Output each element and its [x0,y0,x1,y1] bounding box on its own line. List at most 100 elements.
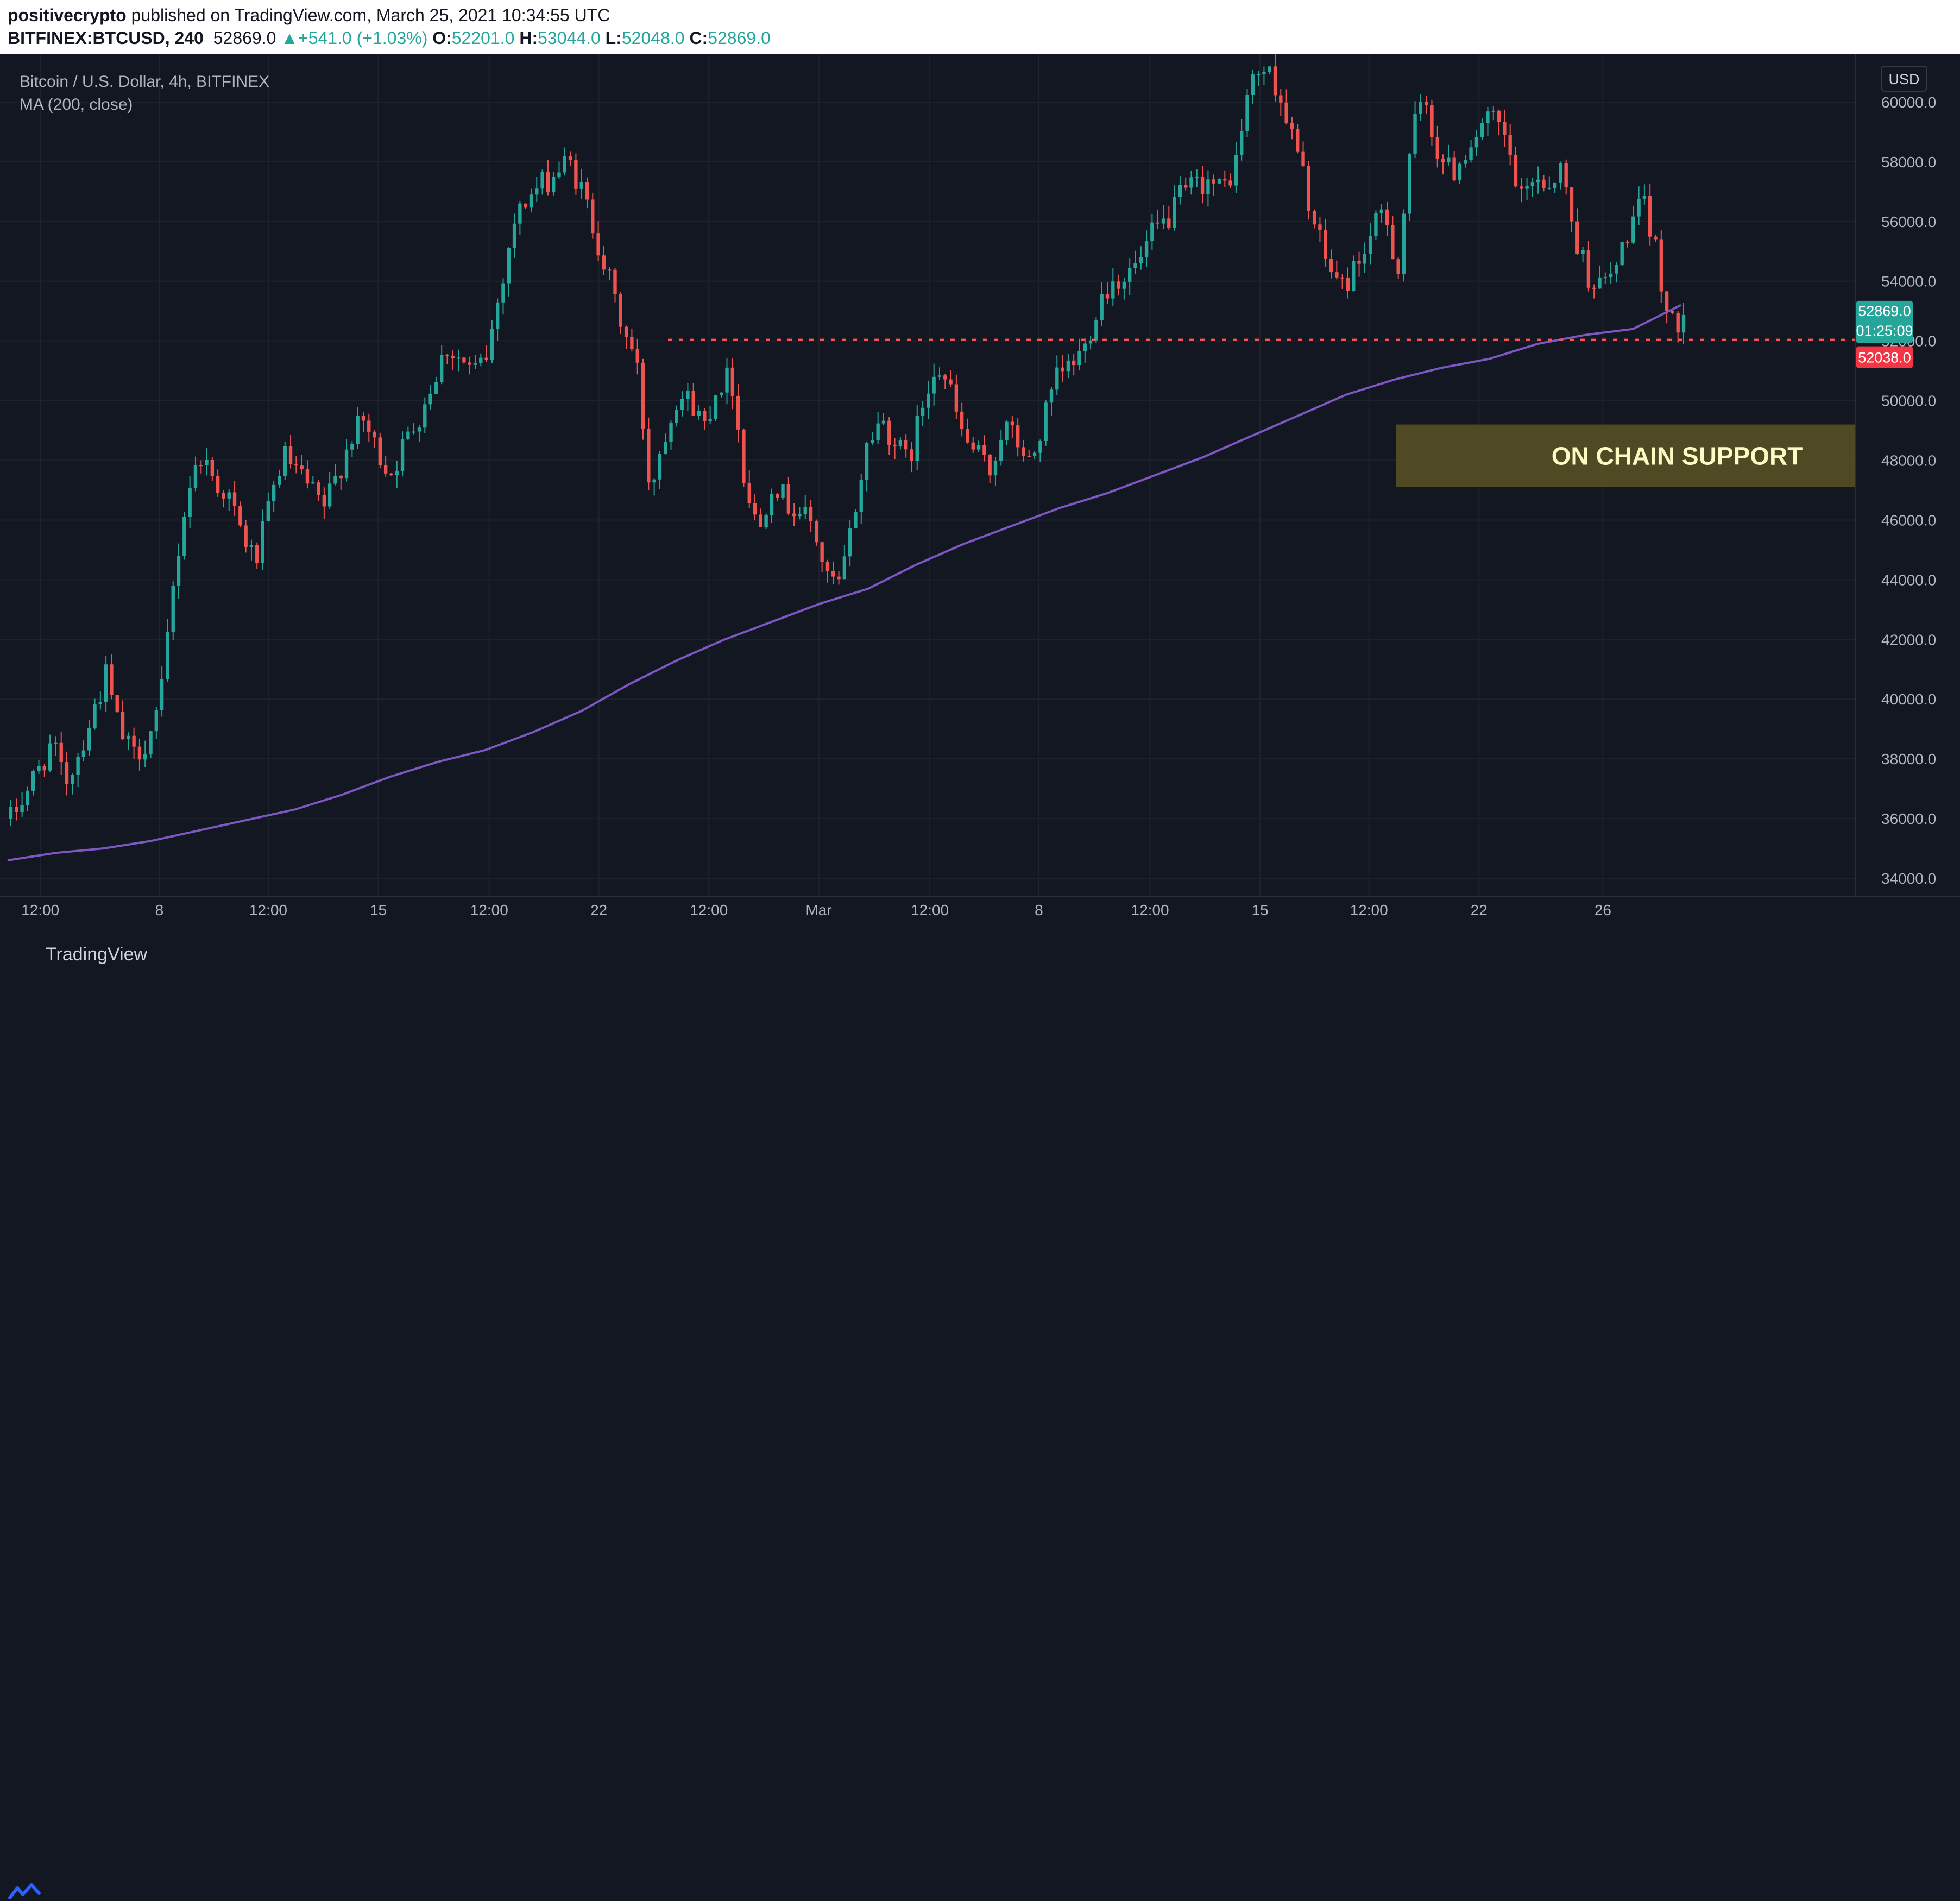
candle-body [1088,340,1093,344]
candle-body [937,375,942,377]
candle-body [1391,225,1395,260]
candle-body [1100,294,1104,320]
candle-body [512,223,516,248]
candle-body [831,571,835,577]
candle-body [1173,197,1176,228]
footer-bar [0,935,1960,1899]
candle-body [1318,224,1322,230]
on-chain-support-box[interactable] [1396,424,1855,487]
candle-body [1598,277,1602,289]
candle-body [1352,261,1356,291]
last-price-tag-value: 52869.0 [1858,303,1911,319]
time-scale[interactable]: 12:00 8 12:00 15 12:00 22 12:00 Mar 12:00 8 12:00 1… [21,902,1611,918]
candle-body [1010,421,1014,426]
candle-body [1184,185,1188,188]
candle-body [524,203,527,208]
candle-body [798,514,802,517]
candle-body [976,445,981,450]
candle-body [445,354,449,356]
candle-body [736,395,740,430]
candle-body [1234,155,1238,186]
candle-body [238,506,242,526]
candle-body [876,423,880,440]
y-tick-label: 56000.0 [1881,213,1936,230]
candle-body [960,411,964,429]
candle-body [619,294,623,327]
candle-body [378,437,382,465]
candle-body [1268,66,1271,72]
x-tick-label: 26 [1595,902,1611,918]
candle-body [367,420,371,432]
candle-body [1374,213,1378,236]
candle-body [1637,199,1641,217]
candle-body [1469,147,1473,161]
candle-body [501,283,505,303]
candle-body [199,465,203,467]
price-scale[interactable]: 60000.058000.056000.054000.052000.050000… [1881,94,1936,887]
price-chart[interactable]: ON CHAIN SUPPORT 60000.0 58000.0 56000.0 54… [0,54,1960,935]
y-tick-label: 42000.0 [1881,631,1936,648]
candle-body [1385,209,1389,225]
annotation-layer: ON CHAIN SUPPORT [1396,424,1855,487]
candle-body [630,337,634,349]
candle-body [1654,236,1658,240]
candle-body [1262,72,1266,74]
candle-body [1178,185,1182,197]
candle-body [1150,222,1154,242]
tradingview-logo-icon[interactable] [8,1881,41,1901]
candle-body [1290,123,1294,129]
candle-body [1105,294,1110,299]
candle-body [468,362,471,365]
open-value: 52201.0 [451,28,515,48]
candle-body [227,492,231,499]
candle-body [1609,273,1613,278]
candle-body [697,411,701,416]
x-tick-label: 22 [1471,902,1488,918]
high-value: 53044.0 [538,28,601,48]
candle-body [400,439,405,471]
candle-body [54,742,58,744]
candle-body [1586,250,1591,288]
candle-body [406,431,410,440]
candle-body [680,399,684,410]
candle-body [1066,360,1070,372]
candle-body [949,379,953,385]
candle-body [177,556,181,586]
candle-body [1156,222,1159,224]
candle-body [641,362,645,429]
tradingview-brand[interactable]: TradingView [46,944,148,965]
candle-body [1536,179,1540,183]
candle-body [1659,239,1663,292]
candle-body [1564,163,1568,188]
bar-countdown: 01:25:09 [1856,323,1913,339]
candle-body [730,367,735,396]
candle-body [820,542,824,562]
candle-body [1413,114,1417,154]
candle-body [1642,196,1647,199]
currency-button[interactable]: USD [1881,66,1927,92]
close-label: C: [689,28,708,48]
candle-body [9,807,13,819]
candle-body [898,439,903,446]
candle-body [854,512,858,529]
candle-body [484,357,488,360]
candle-body [210,459,215,477]
candle-body [42,766,46,771]
candle-body [764,515,768,527]
candle-body [98,702,103,704]
candle-body [232,492,237,506]
candle-body [137,746,142,760]
candle-body [1117,281,1120,289]
author-name[interactable]: positivecrypto [8,5,127,25]
x-tick-label: 12:00 [1350,902,1388,918]
candle-body [1424,102,1428,106]
candle-body [473,363,477,365]
candle-body [1256,74,1261,75]
candle-body [127,735,130,740]
candle-body [568,156,572,160]
ma-200-line[interactable] [7,304,1681,861]
candle-body [76,757,80,775]
candle-body [1665,291,1669,311]
candle-body [1570,187,1574,222]
candle-body [1167,218,1171,228]
